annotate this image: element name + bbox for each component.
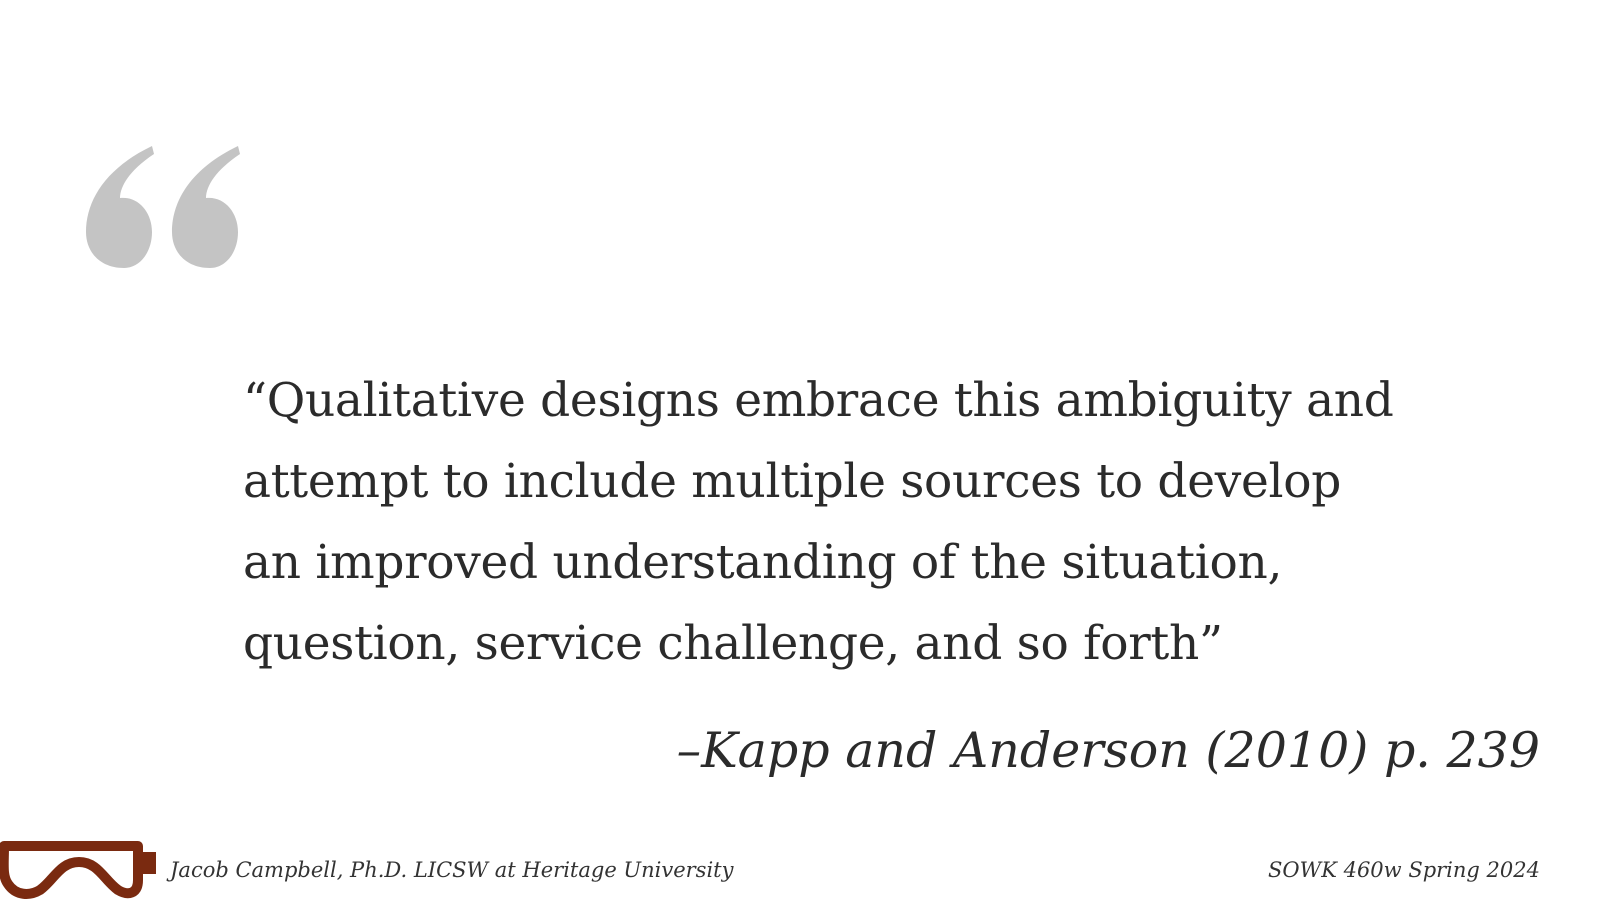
quote-line: question, service challenge, and so fort… xyxy=(243,616,1223,671)
open-quote-icon xyxy=(86,146,240,268)
quote-attribution: –Kapp and Anderson (2010) p. 239 xyxy=(676,722,1540,779)
quote-text: “Qualitative designs embrace this ambigu… xyxy=(243,360,1533,684)
course-label: SOWK 460w Spring 2024 xyxy=(1268,858,1540,882)
quote-line: “Qualitative designs embrace this ambigu… xyxy=(243,373,1394,428)
goggles-logo-icon xyxy=(0,841,156,899)
quote-line: attempt to include multiple sources to d… xyxy=(243,454,1341,509)
presenter-credit: Jacob Campbell, Ph.D. LICSW at Heritage … xyxy=(170,858,734,882)
quote-line: an improved understanding of the situati… xyxy=(243,535,1283,590)
